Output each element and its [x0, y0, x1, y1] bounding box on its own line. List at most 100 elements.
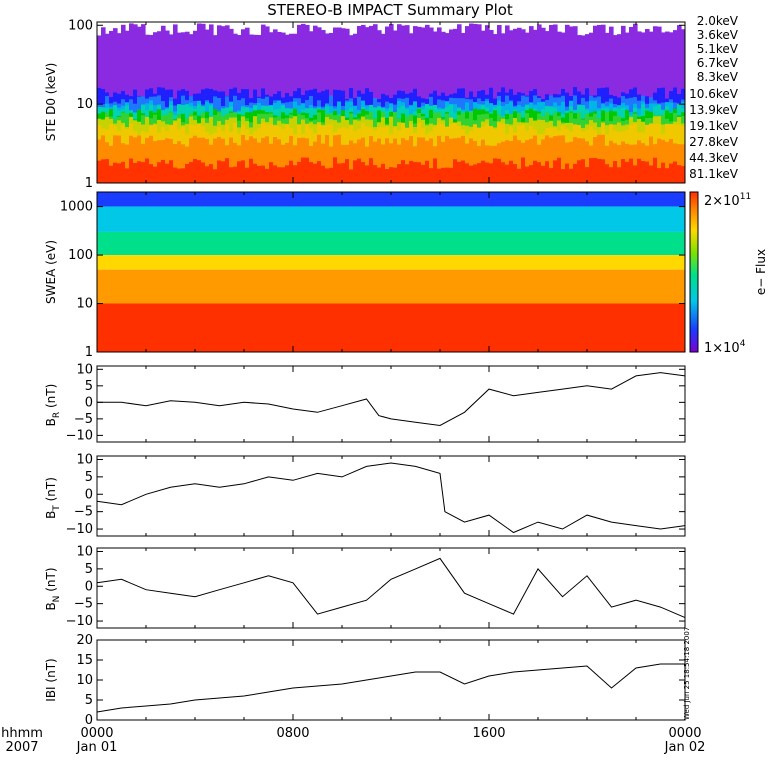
- ste-band-81-1kev: [677, 165, 682, 183]
- ste-band-81-1kev: [605, 164, 610, 183]
- ste-band-81-1kev: [681, 166, 685, 183]
- flux-colorbar: 2×1011 1×104 e− Flux: [689, 191, 768, 356]
- ste-band-44-3kev: [253, 138, 258, 183]
- ste-band-44-3kev: [417, 137, 422, 183]
- ste-band-44-3kev: [597, 134, 602, 183]
- ste-band-44-3kev: [677, 144, 682, 183]
- ste-band-44-3kev: [209, 144, 214, 183]
- ste-band-44-3kev: [101, 135, 106, 183]
- ste-band-81-1kev: [261, 165, 266, 183]
- ste-band-81-1kev: [193, 158, 198, 183]
- ste-band-81-1kev: [453, 159, 458, 183]
- ste-band-44-3kev: [529, 138, 534, 183]
- ste-band-81-1kev: [141, 162, 146, 183]
- ste-band-44-3kev: [533, 135, 538, 183]
- ste-band-81-1kev: [561, 169, 566, 183]
- ste-band-44-3kev: [233, 142, 238, 183]
- ste-band-81-1kev: [649, 165, 654, 183]
- ste-band-81-1kev: [481, 160, 486, 183]
- ste-band-81-1kev: [669, 163, 674, 183]
- legend-item-8-3kev: 8.3keV: [697, 70, 739, 84]
- ste-band-81-1kev: [321, 165, 326, 183]
- ste-band-81-1kev: [349, 169, 354, 183]
- legend-item-44-3kev: 44.3keV: [689, 151, 739, 165]
- ste-band-81-1kev: [529, 165, 534, 183]
- swea-band: [97, 206, 685, 232]
- ste-band-81-1kev: [365, 165, 370, 183]
- ste-band-81-1kev: [133, 163, 138, 183]
- ste-band-81-1kev: [485, 162, 490, 183]
- ste-band-81-1kev: [469, 165, 474, 183]
- ste-band-44-3kev: [277, 139, 282, 183]
- ste-band-81-1kev: [461, 160, 466, 183]
- ste-band-44-3kev: [109, 145, 114, 183]
- ste-band-81-1kev: [593, 157, 598, 183]
- ste-band-81-1kev: [553, 160, 558, 183]
- ste-band-81-1kev: [513, 164, 518, 183]
- ste-band-81-1kev: [229, 167, 234, 183]
- ste-band-44-3kev: [189, 138, 194, 183]
- ste-band-81-1kev: [205, 166, 210, 183]
- ste-band-81-1kev: [301, 157, 306, 183]
- ste-band-44-3kev: [325, 135, 330, 183]
- ste-band-44-3kev: [573, 137, 578, 183]
- ste-band-44-3kev: [457, 137, 462, 183]
- br-ytick-label: 10: [76, 362, 93, 377]
- bmag-ytick-label: 15: [76, 653, 93, 668]
- ste-band-44-3kev: [329, 146, 334, 183]
- ste-band-81-1kev: [333, 157, 338, 183]
- ste-band-44-3kev: [465, 143, 470, 183]
- br-trace: [97, 372, 686, 427]
- ste-band-81-1kev: [201, 162, 206, 183]
- bt-frame: [96, 455, 686, 537]
- ste-band-44-3kev: [205, 139, 210, 183]
- ste-band-81-1kev: [441, 167, 446, 183]
- ste-band-44-3kev: [469, 138, 474, 183]
- ste-band-81-1kev: [545, 161, 550, 183]
- ste-band-44-3kev: [113, 135, 118, 183]
- ste-band-44-3kev: [321, 143, 326, 183]
- ste-band-44-3kev: [229, 137, 234, 183]
- ste-band-44-3kev: [389, 143, 394, 183]
- ste-band-81-1kev: [245, 167, 250, 183]
- ste-band-44-3kev: [445, 135, 450, 183]
- ste-band-81-1kev: [357, 158, 362, 183]
- ste-band-44-3kev: [297, 137, 302, 183]
- bn-ylabel: BN (nT): [44, 567, 62, 610]
- ste-band-44-3kev: [681, 144, 685, 183]
- ste-band-81-1kev: [221, 161, 226, 183]
- legend-item-27-8kev: 27.8keV: [689, 135, 739, 149]
- ste-band-81-1kev: [477, 163, 482, 183]
- swea-band: [97, 192, 685, 207]
- ste-band-81-1kev: [501, 162, 506, 183]
- ste-band-81-1kev: [425, 160, 430, 183]
- ste-band-44-3kev: [665, 141, 670, 183]
- bt-ytick-label: 10: [76, 452, 93, 467]
- ste-band-81-1kev: [341, 163, 346, 183]
- ste-band-81-1kev: [609, 167, 614, 183]
- ste-band-44-3kev: [125, 144, 130, 183]
- ste-band-81-1kev: [285, 165, 290, 183]
- ste-band-44-3kev: [337, 134, 342, 183]
- bmag-ytick-label: 5: [85, 693, 93, 708]
- ste-band-44-3kev: [633, 144, 638, 183]
- ste-band-81-1kev: [413, 161, 418, 183]
- ste-band-81-1kev: [457, 161, 462, 183]
- ste-band-81-1kev: [129, 158, 134, 183]
- time-tick-label: 0800: [276, 726, 309, 741]
- legend-item-6-7kev: 6.7keV: [697, 56, 739, 70]
- ste-band-81-1kev: [573, 163, 578, 183]
- swea-ytick-label: 1: [85, 345, 93, 360]
- time-axis-corner-top: hhmm: [1, 726, 43, 741]
- ste-band-81-1kev: [525, 166, 530, 183]
- colorbar-gradient: [689, 191, 699, 353]
- ste-band-44-3kev: [381, 144, 386, 183]
- ste-band-44-3kev: [405, 140, 410, 183]
- bn-trace: [96, 557, 686, 619]
- ste-band-44-3kev: [661, 139, 666, 183]
- bn-ytick-label: 5: [85, 562, 93, 577]
- ste-band-81-1kev: [397, 164, 402, 183]
- ste-band-44-3kev: [397, 144, 402, 183]
- ste-band-81-1kev: [149, 164, 154, 183]
- ste-spectrogram: [97, 23, 685, 183]
